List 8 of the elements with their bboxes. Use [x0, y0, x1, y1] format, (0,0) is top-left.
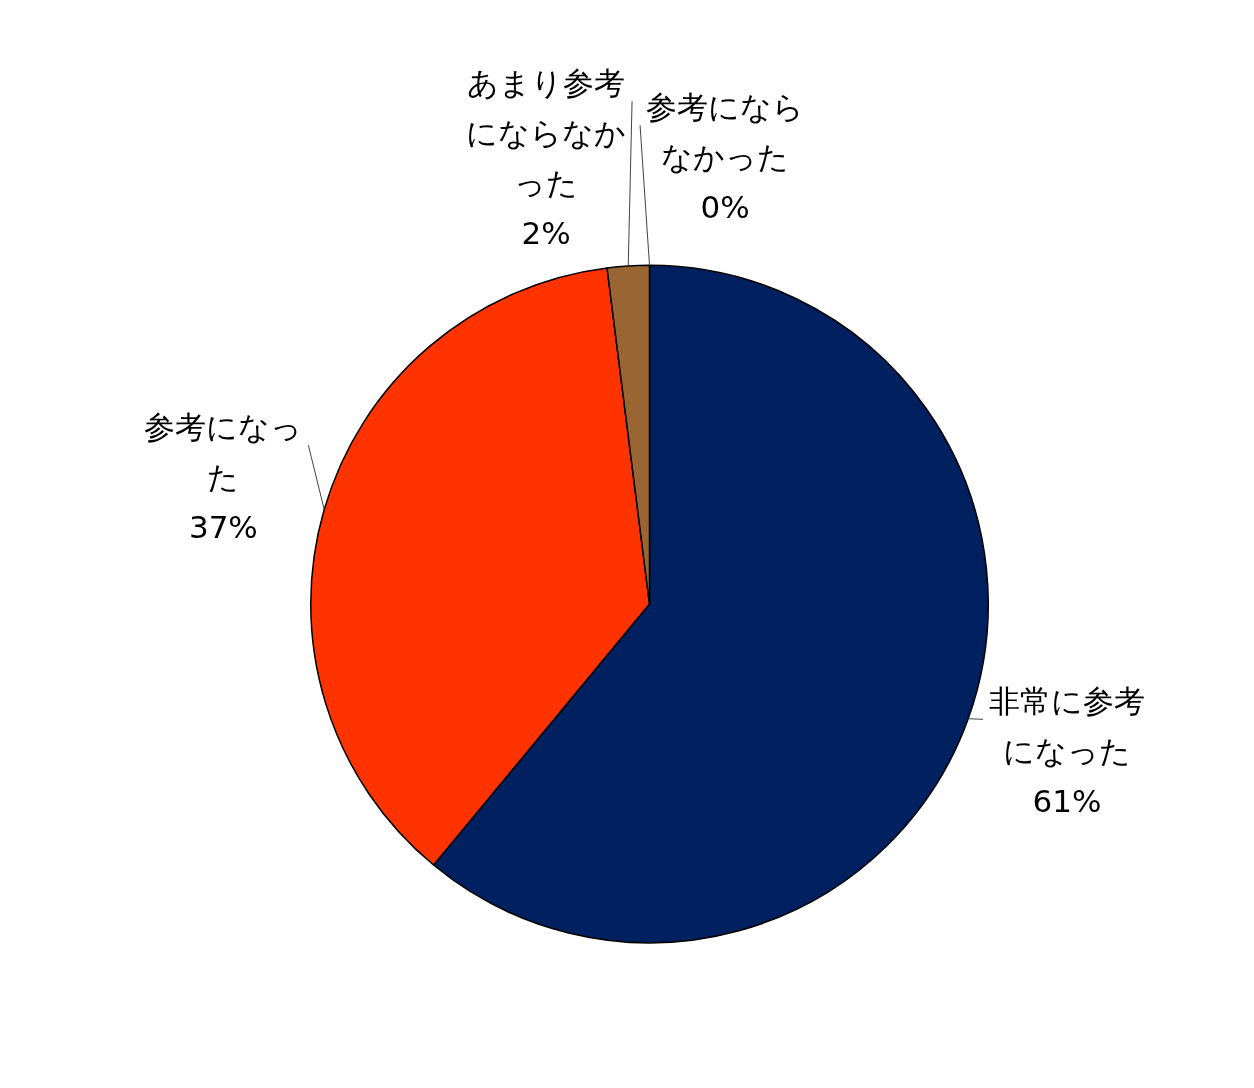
- category-label: 参考にならなかった: [646, 89, 805, 176]
- data-label: 2%: [521, 215, 571, 252]
- slice-label: 参考になった: [144, 409, 303, 496]
- data-label: 37%: [188, 509, 258, 546]
- slice-label: 非常に参考になった: [989, 683, 1146, 770]
- text: 0%: [700, 189, 750, 226]
- data-label: 61%: [1032, 783, 1102, 820]
- slice-label: あまり参考にならなかった: [466, 65, 627, 202]
